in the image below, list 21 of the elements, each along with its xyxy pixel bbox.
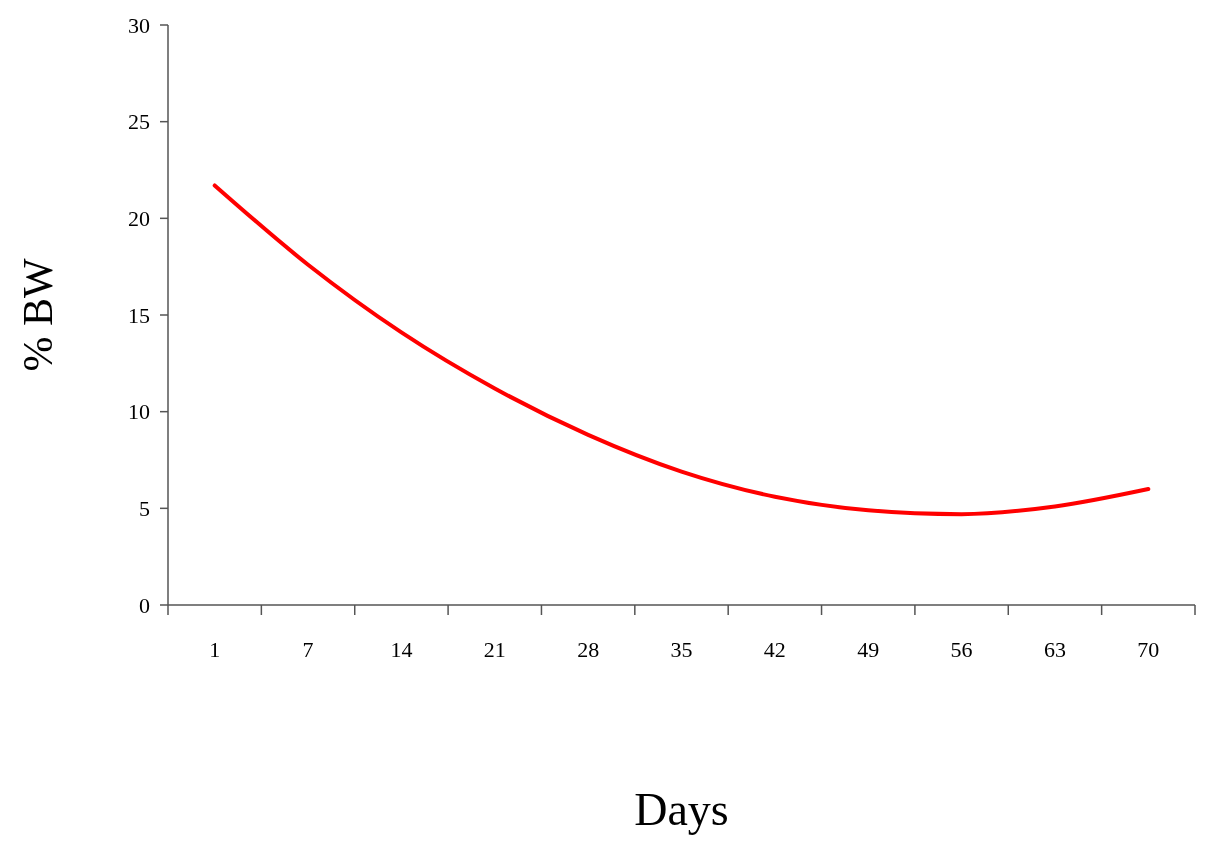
x-axis-title: Days xyxy=(634,784,729,835)
x-tick-label: 14 xyxy=(390,637,413,662)
y-tick-label: 10 xyxy=(128,399,150,425)
x-tick-label: 56 xyxy=(950,637,973,662)
x-tick-label: 35 xyxy=(670,637,693,662)
y-axis-title: % BW xyxy=(15,258,61,372)
x-tick-label: 42 xyxy=(763,637,786,662)
y-tick-label: 15 xyxy=(128,302,150,328)
y-tick-label: 0 xyxy=(139,592,150,618)
y-tick-label: 25 xyxy=(128,109,150,135)
y-tick-label: 30 xyxy=(128,12,150,38)
y-tick-label: 5 xyxy=(139,496,150,522)
x-tick-label: 7 xyxy=(302,637,314,662)
line-series xyxy=(212,183,1151,517)
x-tick-label: 70 xyxy=(1137,637,1160,662)
x-tick-label: 28 xyxy=(577,637,600,662)
x-tick-label: 49 xyxy=(857,637,880,662)
y-tick-label: 20 xyxy=(128,206,150,232)
x-tick-label: 1 xyxy=(209,637,221,662)
x-tick-label: 21 xyxy=(483,637,506,662)
x-tick-label: 63 xyxy=(1043,637,1066,662)
